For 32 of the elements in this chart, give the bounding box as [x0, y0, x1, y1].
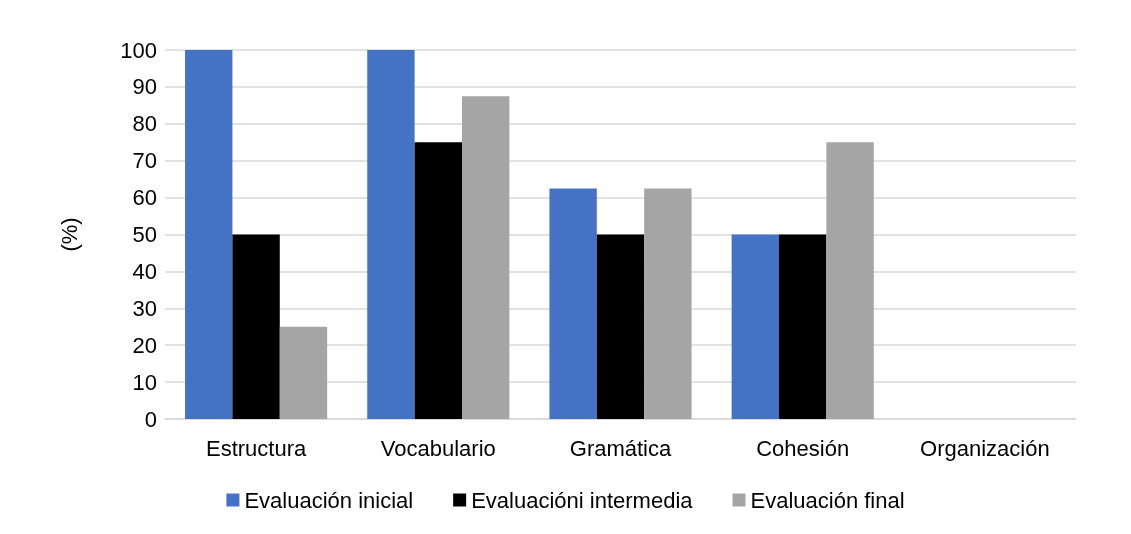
- y-tick-label: 10: [132, 369, 157, 395]
- bar: [644, 188, 692, 419]
- y-tick-label: 90: [132, 74, 157, 100]
- y-tick-label: 20: [132, 332, 157, 358]
- y-tick-label: 80: [132, 111, 157, 137]
- bar: [414, 142, 462, 419]
- legend-label: Evaluación final: [750, 487, 905, 513]
- bar: [367, 50, 415, 419]
- bar: [461, 96, 510, 419]
- bar: [232, 234, 280, 419]
- x-tick-label: Organización: [920, 435, 1050, 461]
- bar: [185, 50, 233, 419]
- x-tick-label: Vocabulario: [380, 435, 496, 461]
- legend-label: Evaluación inicial: [244, 487, 414, 513]
- y-tick-label: 50: [132, 222, 157, 247]
- bar: [549, 188, 597, 419]
- y-tick-label: 100: [120, 37, 157, 63]
- y-tick-label: 30: [132, 295, 157, 321]
- x-tick-label: Estructura: [205, 435, 307, 461]
- bar: [826, 142, 874, 419]
- y-tick-label: 70: [132, 148, 157, 174]
- y-tick-label: 0: [144, 406, 157, 432]
- x-tick-label: Cohesión: [756, 435, 850, 461]
- bar: [731, 234, 780, 419]
- y-tick-label: 60: [132, 185, 157, 211]
- bar: [596, 234, 645, 419]
- bar: [779, 234, 827, 419]
- x-tick-label: Gramática: [569, 435, 672, 461]
- legend-label: Evaluacióni intermedia: [471, 487, 694, 513]
- y-tick-label: 40: [132, 258, 157, 284]
- bar: [279, 326, 328, 419]
- y-axis-title: (%): [56, 217, 82, 252]
